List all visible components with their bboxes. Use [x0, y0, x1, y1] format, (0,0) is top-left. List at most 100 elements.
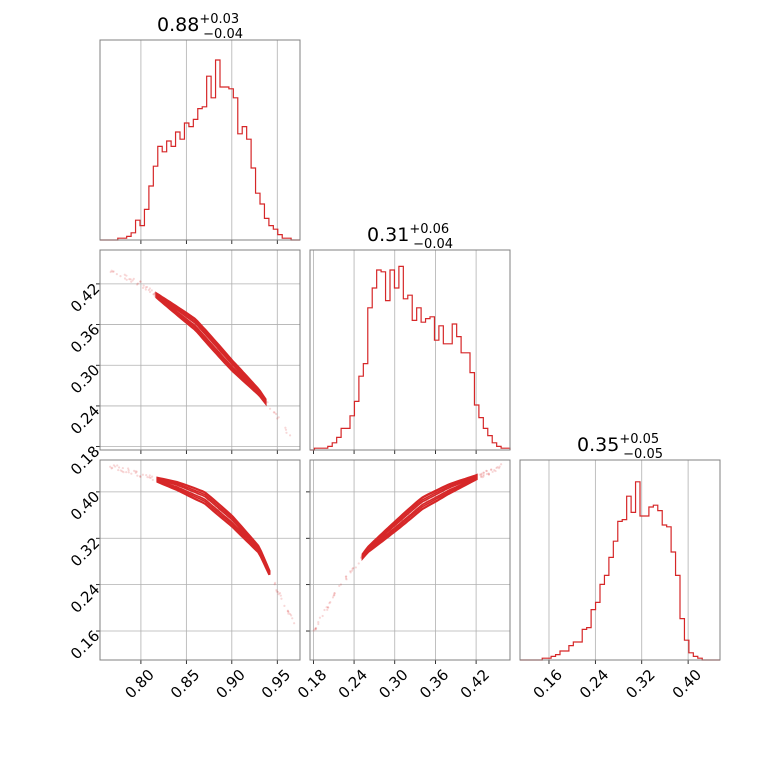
y-tick-label: 0.18	[67, 442, 103, 478]
histogram-bin	[693, 656, 697, 660]
scatter-point	[289, 612, 292, 616]
title-param-1: 0.31+0.06 −0.04	[367, 222, 453, 252]
histogram-bin	[636, 482, 640, 660]
histogram-bin	[229, 89, 233, 240]
histogram-bin	[149, 186, 153, 240]
scatter-point	[490, 468, 493, 471]
panel-0-0	[99, 39, 301, 244]
histogram-bin	[667, 527, 671, 660]
scatter-point	[139, 280, 142, 283]
histogram-bin	[189, 127, 193, 240]
scatter-point	[111, 270, 114, 273]
scatter-point	[482, 475, 485, 478]
scatter-point	[275, 588, 278, 592]
histogram-bin	[492, 443, 496, 450]
histogram-bin	[372, 288, 376, 450]
scatter-point	[354, 566, 357, 569]
title-param-2-minus: −0.05	[623, 447, 663, 462]
scatter-point	[485, 469, 488, 473]
scatter-point	[127, 471, 130, 474]
scatter-point	[485, 472, 489, 476]
scatter-point	[109, 465, 112, 468]
histogram-bin	[144, 209, 148, 240]
histogram-bin	[224, 87, 228, 240]
scatter-point	[276, 590, 280, 594]
scatter-point	[479, 473, 483, 476]
scatter-point	[317, 622, 320, 626]
histogram-bin	[184, 123, 188, 240]
scatter-point	[345, 578, 348, 581]
histogram-bin	[211, 98, 215, 240]
histogram-bin	[644, 516, 648, 660]
scatter-point	[480, 474, 483, 477]
scatter-point	[351, 569, 354, 572]
scatter-point	[117, 468, 120, 472]
panel-frame	[99, 39, 301, 241]
scatter-point	[114, 465, 117, 468]
scatter-point	[333, 592, 336, 595]
panel-2-0: 0.80 0.85 0.90 0.95 0.16 0.24 0.32 0.40	[67, 459, 301, 702]
scatter-point	[338, 584, 341, 588]
scatter-point	[285, 431, 288, 434]
scatter-point	[482, 471, 486, 474]
scatter-point	[145, 285, 149, 289]
histogram-bin	[136, 220, 140, 240]
histogram-bin	[461, 353, 465, 450]
histogram-bin	[233, 98, 237, 240]
scatter-point	[146, 476, 149, 479]
x-tick-label: 0.85	[167, 666, 203, 702]
scatter-point	[129, 278, 132, 281]
scatter-point	[328, 602, 331, 605]
scatter-point	[323, 608, 326, 612]
histogram-bin	[618, 521, 622, 660]
panel-2-1: 0.18 0.24 0.30 0.36 0.42	[294, 459, 511, 702]
scatter-point	[291, 617, 294, 620]
scatter-point	[134, 470, 137, 473]
histogram-bin	[653, 505, 657, 660]
x-tick-label: 0.24	[576, 666, 612, 702]
x-tick-label: 0.95	[258, 666, 294, 702]
scatter-point	[148, 290, 152, 294]
scatter-point	[277, 593, 280, 596]
scatter-point	[314, 626, 317, 630]
histogram-bin	[180, 139, 184, 240]
histogram-bin	[337, 437, 341, 450]
x-tick-label: 0.36	[416, 666, 452, 702]
title-param-2-plus: +0.05	[619, 432, 659, 447]
scatter-point	[482, 471, 485, 474]
scatter-point	[273, 411, 276, 414]
histogram-bin	[457, 337, 461, 450]
histogram-bin	[269, 226, 273, 240]
scatter-point	[326, 608, 329, 611]
scatter-point	[151, 478, 154, 481]
histogram-bin	[560, 651, 564, 660]
scatter-point	[112, 464, 116, 467]
histogram-bin	[596, 602, 600, 660]
scatter-point	[139, 280, 142, 283]
scatter-point	[273, 583, 276, 586]
histogram-param-2	[520, 481, 720, 661]
histogram-bin	[171, 146, 175, 240]
scatter-point	[131, 279, 134, 282]
histogram-bin	[452, 324, 456, 450]
scatter-point	[275, 412, 278, 416]
scatter-point	[127, 467, 130, 470]
scatter-point	[500, 463, 503, 466]
scatter-point	[144, 286, 147, 289]
histogram-bin	[153, 166, 157, 240]
scatter-point	[287, 612, 290, 615]
histogram-bin	[377, 270, 381, 450]
histogram-bin	[613, 541, 617, 660]
scatter-point	[117, 466, 121, 469]
scatter-point	[148, 474, 151, 477]
title-param-0-plus: +0.03	[199, 12, 239, 27]
scatter-point	[493, 469, 496, 472]
contour-level-0	[361, 473, 478, 562]
scatter-point	[333, 594, 336, 597]
histogram-bin	[216, 60, 220, 240]
scatter-point	[115, 273, 118, 276]
histogram-bin	[604, 575, 608, 660]
histogram-bin	[403, 299, 407, 450]
scatter-point	[288, 434, 292, 437]
